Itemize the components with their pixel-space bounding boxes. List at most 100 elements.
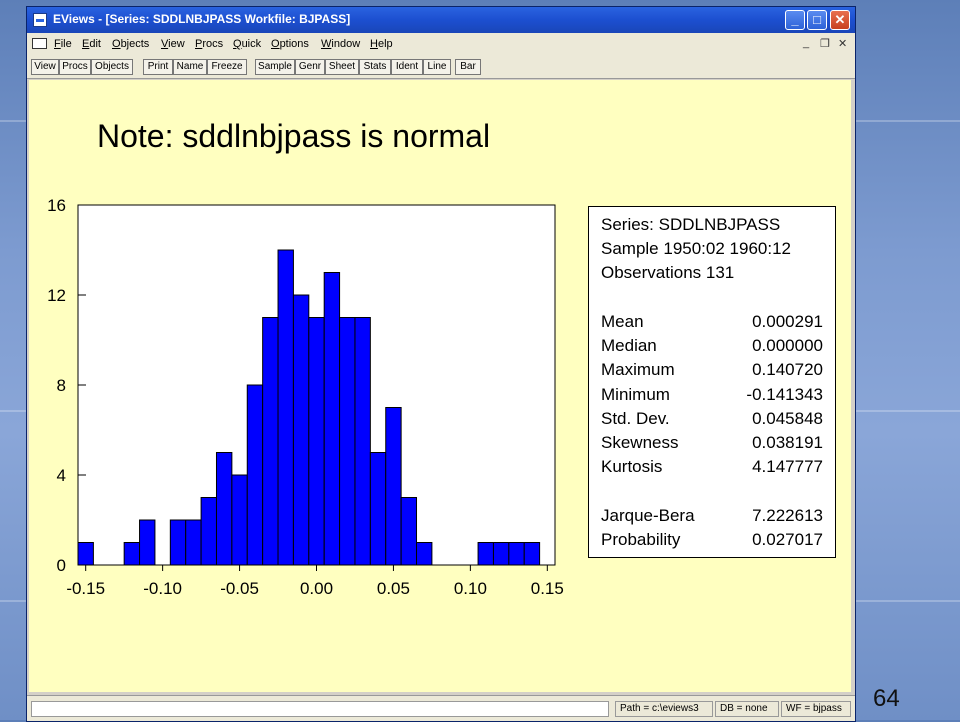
stats-value: 0.045848 (752, 408, 823, 428)
x-tick-label: 0.10 (454, 579, 487, 598)
window-title: EViews - [Series: SDDLNBJPASS Workfile: … (53, 12, 351, 26)
histogram-bar (277, 249, 294, 566)
histogram-bar (308, 317, 325, 566)
x-tick-label: -0.05 (220, 579, 259, 598)
y-tick-label: 16 (47, 196, 66, 215)
note-text: Note: sddlnbjpass is normal (97, 118, 491, 154)
histogram-bar (123, 542, 141, 566)
histogram-bar (215, 452, 233, 566)
histogram-bar (231, 474, 248, 566)
y-tick-label: 4 (57, 466, 66, 485)
menu-file[interactable]: File (54, 38, 72, 50)
x-tick-label: 0.15 (531, 579, 564, 598)
toolbar-freeze-button[interactable]: Freeze (207, 59, 247, 75)
x-tick-label: 0.05 (377, 579, 410, 598)
histogram-bars (77, 249, 541, 566)
stats-value: 0.038191 (752, 433, 823, 452)
x-tick-label: 0.00 (300, 579, 333, 598)
x-tick-label: -0.15 (66, 579, 105, 598)
toolbar-procs-button[interactable]: Procs (59, 59, 91, 75)
menu-help[interactable]: Help (370, 38, 393, 50)
histogram-bar (523, 542, 541, 566)
mdi-close-button[interactable]: ✕ (838, 38, 848, 50)
stats-value: 0.000291 (752, 312, 823, 331)
stats-value: 0.027017 (752, 530, 823, 549)
stats-sample: Sample 1950:02 1960:12 (601, 239, 791, 258)
stats-label: Mean (601, 312, 644, 331)
histogram-bar (400, 497, 418, 566)
menu-window[interactable]: Window (321, 38, 361, 50)
toolbar-sheet-button[interactable]: Sheet (325, 59, 359, 75)
histogram-bar (169, 519, 187, 566)
stats-value: 0.140720 (752, 360, 823, 380)
stats-series-name: Series: SDDLNBJPASS (601, 215, 781, 234)
toolbar-view-button[interactable]: View (31, 59, 59, 75)
status-bar: Path = c:\eviews3 DB = none WF = bjpass (27, 695, 855, 721)
mdi-restore-button[interactable]: ❐ (820, 38, 830, 50)
y-tick-label: 12 (47, 286, 66, 305)
slide-number: 64 (873, 685, 900, 712)
histogram-bar (139, 519, 156, 566)
histogram-bar (369, 452, 387, 566)
toolbar-objects-button[interactable]: Objects (91, 59, 133, 75)
toolbar-bar-button[interactable]: Bar (455, 59, 481, 75)
menu-options[interactable]: Options (271, 38, 309, 50)
app-icon[interactable] (33, 13, 47, 27)
toolbar-ident-button[interactable]: Ident (391, 59, 423, 75)
histogram-bar (246, 384, 264, 566)
mdi-minimize-button[interactable]: _ (803, 37, 810, 49)
toolbar-genr-button[interactable]: Genr (295, 59, 325, 75)
y-tick-label: 0 (57, 556, 66, 575)
y-axis: 0 4 8 12 16 (47, 196, 86, 575)
menu-view[interactable]: View (161, 38, 185, 50)
command-area[interactable] (31, 701, 609, 717)
histogram-bar (492, 542, 510, 566)
status-path: Path = c:\eviews3 (615, 701, 713, 717)
toolbar-print-button[interactable]: Print (143, 59, 173, 75)
histogram-bar (262, 317, 279, 566)
histogram-bar (508, 542, 525, 566)
menu-objects[interactable]: Objects (112, 38, 150, 50)
y-tick-label: 8 (57, 376, 66, 395)
menu-quick[interactable]: Quick (233, 38, 262, 50)
stats-label: Jarque-Bera (601, 506, 695, 525)
x-tick-label: -0.10 (143, 579, 182, 598)
stats-value: 7.222613 (752, 506, 823, 525)
toolbar-line-button[interactable]: Line (423, 59, 451, 75)
histogram-bar (385, 407, 402, 566)
stats-observations: Observations 131 (601, 263, 735, 282)
menu-procs[interactable]: Procs (195, 38, 224, 50)
stats-label: Kurtosis (601, 457, 663, 477)
toolbar-name-button[interactable]: Name (173, 59, 207, 75)
histogram-bar (185, 519, 202, 566)
descriptive-stats-panel: Series: SDDLNBJPASS Sample 1950:02 1960:… (588, 206, 836, 558)
stats-label: Skewness (601, 433, 679, 452)
status-wf: WF = bjpass (781, 701, 851, 717)
stats-value: 0.000000 (752, 336, 823, 356)
document-icon[interactable] (32, 38, 47, 49)
toolbar-stats-button[interactable]: Stats (359, 59, 391, 75)
minimize-button[interactable]: _ (785, 10, 805, 30)
menu-edit[interactable]: Edit (82, 38, 101, 50)
stats-label: Maximum (601, 360, 675, 380)
histogram-bar (200, 497, 217, 566)
maximize-button[interactable]: □ (807, 10, 827, 30)
x-axis: -0.15 -0.10 -0.05 0.00 0.05 0.10 0.15 (66, 565, 564, 598)
histogram-bar (339, 317, 356, 566)
title-bar[interactable]: EViews - [Series: SDDLNBJPASS Workfile: … (27, 7, 855, 33)
close-button[interactable]: ✕ (830, 10, 850, 30)
stats-label: Minimum (601, 384, 670, 404)
status-db: DB = none (715, 701, 779, 717)
histogram-bar (477, 542, 494, 566)
toolbar-sample-button[interactable]: Sample (255, 59, 295, 75)
histogram-bar (416, 542, 433, 566)
histogram-bar (292, 294, 310, 566)
histogram-bar (323, 272, 341, 566)
histogram-bar (354, 317, 371, 566)
menu-bar: File Edit Objects View Procs Quick Optio… (27, 33, 855, 55)
stats-value: -0.141343 (746, 384, 823, 404)
stats-label: Probability (601, 530, 681, 549)
stats-label: Std. Dev. (601, 408, 670, 428)
stats-value: 4.147777 (752, 457, 823, 477)
